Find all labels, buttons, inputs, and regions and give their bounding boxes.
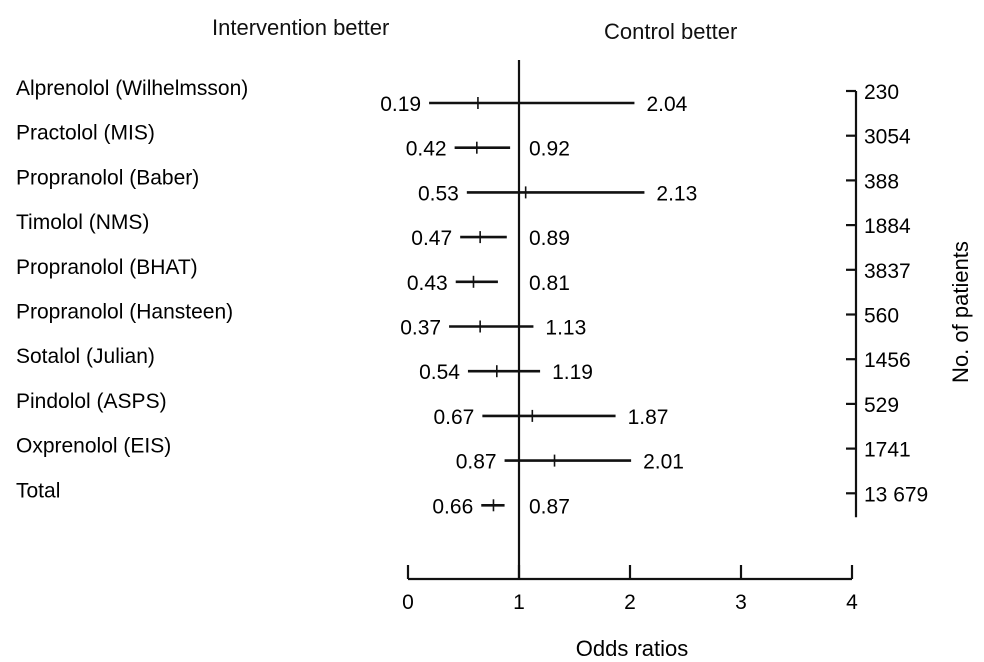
study-row: Alprenolol (Wilhelmsson) 0.19 2.04 230 [16,77,899,116]
patient-count: 230 [864,81,899,104]
lower-ci-value: 0.42 [406,138,447,161]
study-row: Sotalol (Julian) 0.54 1.19 1456 [16,345,911,384]
study-row: Propranolol (Baber) 0.53 2.13 388 [16,166,899,205]
study-label: Pindolol (ASPS) [16,390,167,413]
study-label: Total [16,479,60,502]
upper-ci-value: 2.04 [646,93,687,116]
x-tick-label: 2 [624,591,636,614]
patient-count: 3837 [864,260,911,283]
study-row: Total 0.66 0.87 13 679 [16,479,928,518]
study-label: Practolol (MIS) [16,122,155,145]
lower-ci-value: 0.87 [456,451,497,474]
right-axis-label: No. of patients [948,241,973,383]
upper-ci-value: 0.87 [529,495,570,518]
patient-count: 388 [864,170,899,193]
patient-count: 529 [864,394,899,417]
lower-ci-value: 0.37 [400,317,441,340]
patient-count: 1741 [864,439,911,462]
study-row: Timolol (NMS) 0.47 0.89 1884 [16,211,911,250]
lower-ci-value: 0.47 [411,227,452,250]
study-row: Practolol (MIS) 0.42 0.92 3054 [16,122,911,161]
header-control-better: Control better [604,19,738,44]
x-tick-label: 3 [735,591,747,614]
upper-ci-value: 1.13 [545,317,586,340]
upper-ci-value: 2.13 [656,182,697,205]
study-row: Propranolol (BHAT) 0.43 0.81 3837 [16,256,911,295]
study-label: Alprenolol (Wilhelmsson) [16,77,248,100]
patient-count: 13 679 [864,483,928,506]
upper-ci-value: 0.92 [529,138,570,161]
study-label: Propranolol (BHAT) [16,256,198,279]
study-row: Pindolol (ASPS) 0.67 1.87 529 [16,390,899,429]
upper-ci-value: 2.01 [643,451,684,474]
study-label: Propranolol (Hansteen) [16,301,233,324]
lower-ci-value: 0.54 [419,361,460,384]
patient-count: 560 [864,305,899,328]
patient-count: 3054 [864,126,911,149]
lower-ci-value: 0.43 [407,272,448,295]
patient-count: 1884 [864,215,911,238]
study-row: Propranolol (Hansteen) 0.37 1.13 560 [16,301,899,340]
header-intervention-better: Intervention better [212,15,390,40]
lower-ci-value: 0.66 [432,495,473,518]
x-tick-label: 0 [402,591,414,614]
x-axis-label: Odds ratios [576,636,689,661]
upper-ci-value: 0.89 [529,227,570,250]
study-row: Oxprenolol (EIS) 0.87 2.01 1741 [16,435,911,474]
study-label: Timolol (NMS) [16,211,149,234]
x-tick-label: 4 [846,591,858,614]
study-label: Sotalol (Julian) [16,345,155,368]
upper-ci-value: 0.81 [529,272,570,295]
upper-ci-value: 1.19 [552,361,593,384]
study-label: Oxprenolol (EIS) [16,435,171,458]
patient-count: 1456 [864,349,911,372]
lower-ci-value: 0.53 [418,182,459,205]
lower-ci-value: 0.67 [433,406,474,429]
upper-ci-value: 1.87 [628,406,669,429]
study-label: Propranolol (Baber) [16,166,199,189]
lower-ci-value: 0.19 [380,93,421,116]
x-tick-label: 1 [513,591,525,614]
